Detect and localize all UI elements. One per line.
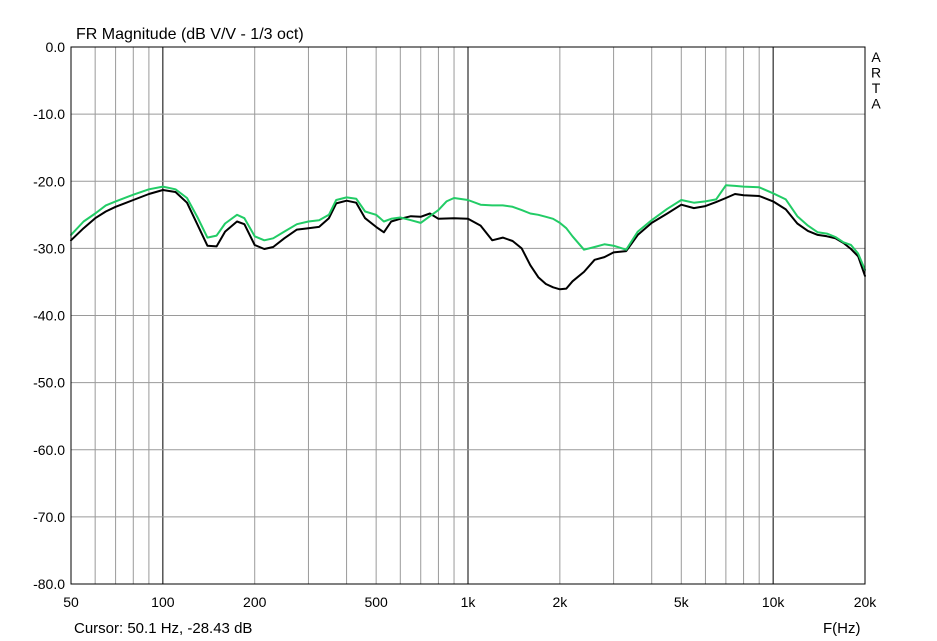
series-line-2 [70,184,866,271]
x-axis-label: F(Hz) [823,620,861,637]
x-tick-label: 200 [243,594,267,610]
x-tick-label: 5k [674,594,690,610]
side-label-letter: A [871,96,881,112]
chart-title: FR Magnitude (dB V/V - 1/3 oct) [76,26,304,43]
y-tick-label: -30.0 [33,240,65,256]
x-tick-label: 100 [151,594,175,610]
side-label-letter: R [871,65,881,81]
x-tick-label: 500 [364,594,388,610]
y-tick-label: -50.0 [33,375,65,391]
x-tick-label: 1k [461,594,477,610]
cursor-readout: Cursor: 50.1 Hz, -28.43 dB [74,620,252,637]
grid [71,47,865,584]
x-tick-label: 10k [762,594,786,610]
plot-frame [70,46,866,585]
x-tick-labels: 50 100 200 500 1k 2k 5k 10k 20k [63,594,877,610]
x-tick-label: 2k [552,594,568,610]
y-tick-label: -20.0 [33,173,65,189]
side-label-letter: A [871,49,881,65]
x-tick-label: 20k [854,594,878,610]
side-label-letter: T [872,80,881,96]
y-tick-label: -10.0 [33,106,65,122]
y-tick-label: -60.0 [33,442,65,458]
series-line-1 [70,189,866,291]
y-tick-label: -80.0 [33,576,65,592]
x-tick-label: 50 [63,594,79,610]
series-layer [70,184,866,291]
y-tick-label: -40.0 [33,308,65,324]
y-tick-label: 0.0 [46,39,66,55]
y-tick-labels: 0.0 -10.0 -20.0 -30.0 -40.0 -50.0 -60.0 -70.0 -8… [33,39,65,592]
y-tick-label: -70.0 [33,509,65,525]
